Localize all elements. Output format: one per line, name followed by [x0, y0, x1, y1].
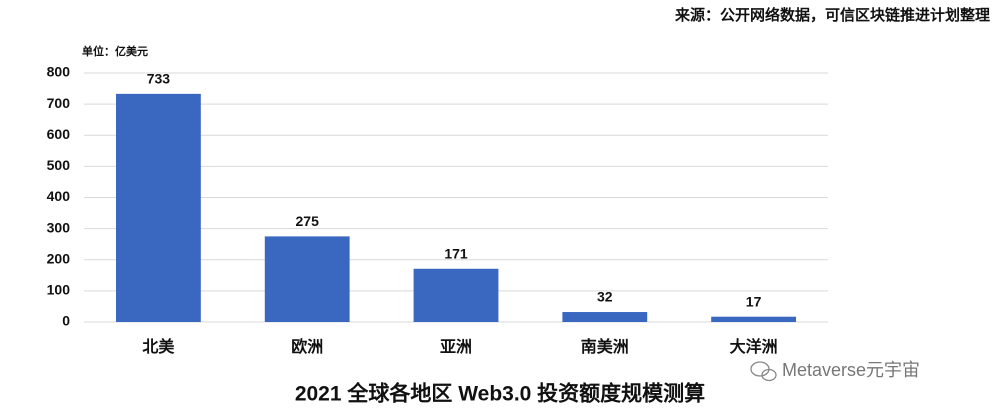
- x-tick-label: 亚洲: [440, 338, 472, 356]
- bar: [264, 236, 350, 322]
- data-label: 17: [746, 293, 762, 309]
- data-label: 32: [597, 289, 613, 305]
- y-tick-label: 800: [47, 64, 71, 80]
- x-tick-label: 南美洲: [581, 337, 629, 356]
- source-note: 来源：公开网络数据，可信区块链推进计划整理: [674, 6, 990, 24]
- y-tick-label: 700: [47, 95, 71, 111]
- y-tick-label: 0: [62, 313, 70, 329]
- chart-title: 2021 全球各地区 Web3.0 投资额度规模测算: [295, 382, 705, 406]
- y-tick-label: 300: [47, 219, 71, 235]
- x-tick-label: 北美: [142, 337, 175, 356]
- wechat-icon: [750, 361, 777, 382]
- bar: [562, 312, 648, 322]
- data-label: 733: [147, 71, 171, 87]
- y-tick-label: 400: [47, 188, 71, 204]
- y-tick-label: 600: [47, 126, 71, 142]
- y-tick-label: 500: [47, 157, 71, 173]
- watermark: Metaverse元宇宙: [782, 360, 920, 380]
- x-tick-label: 欧洲: [291, 337, 323, 356]
- bar: [711, 316, 797, 322]
- bar: [413, 268, 499, 322]
- x-tick-label: 大洋洲: [730, 337, 778, 356]
- y-tick-label: 100: [47, 282, 71, 298]
- bar: [115, 93, 201, 322]
- y-tick-label: 200: [47, 250, 71, 266]
- unit-label: 单位：亿美元: [82, 44, 148, 58]
- data-label: 275: [296, 213, 320, 229]
- data-label: 171: [444, 245, 468, 261]
